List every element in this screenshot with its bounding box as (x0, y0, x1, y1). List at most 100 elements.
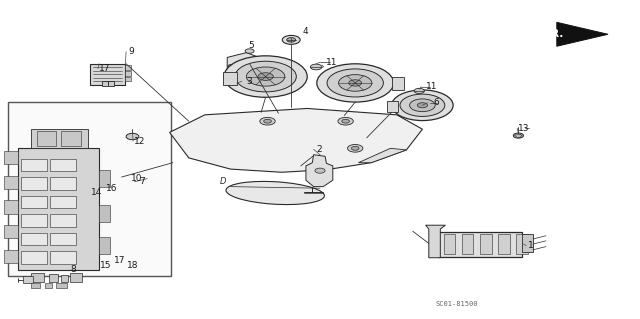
Bar (4, 175, 18, 189)
Bar (462, 234, 474, 254)
Circle shape (513, 133, 524, 138)
Bar (21, 251, 47, 264)
Text: 7: 7 (140, 177, 145, 186)
Circle shape (310, 64, 322, 70)
Circle shape (410, 99, 435, 112)
Bar (70, 273, 82, 282)
Bar (438, 232, 522, 257)
Circle shape (258, 73, 273, 80)
Bar (31, 273, 44, 282)
Circle shape (315, 168, 325, 173)
Bar (50, 159, 76, 171)
Bar (21, 233, 47, 245)
Bar (99, 170, 110, 187)
Bar (4, 151, 18, 164)
Circle shape (246, 67, 285, 86)
Circle shape (348, 145, 363, 152)
Bar (21, 214, 47, 227)
Bar (31, 129, 88, 148)
Circle shape (126, 133, 139, 140)
Text: 3: 3 (246, 77, 252, 86)
Text: 6: 6 (433, 98, 439, 107)
Bar (18, 148, 99, 270)
Bar (522, 234, 533, 252)
Circle shape (392, 90, 453, 121)
Bar (56, 283, 67, 288)
Bar (23, 276, 33, 283)
Polygon shape (306, 155, 333, 187)
Polygon shape (426, 225, 445, 258)
Circle shape (282, 35, 300, 44)
Bar (21, 177, 47, 190)
Text: 15: 15 (100, 261, 111, 270)
Circle shape (327, 69, 383, 97)
Circle shape (235, 61, 245, 66)
Text: 13: 13 (518, 124, 530, 133)
Bar (4, 250, 18, 263)
Circle shape (342, 119, 349, 123)
Text: 16: 16 (106, 184, 117, 193)
Circle shape (235, 73, 245, 78)
Text: 1: 1 (528, 241, 534, 250)
Text: 9: 9 (128, 47, 134, 56)
Bar (392, 77, 404, 90)
Text: 11: 11 (326, 58, 338, 67)
Circle shape (235, 61, 296, 92)
Bar (50, 214, 76, 227)
Bar (4, 225, 18, 239)
Bar (61, 275, 68, 282)
Circle shape (260, 117, 275, 125)
Circle shape (317, 64, 394, 102)
Text: 17: 17 (114, 256, 125, 265)
Text: 10: 10 (131, 174, 143, 182)
Bar (125, 65, 131, 70)
Text: 2: 2 (317, 145, 323, 154)
Ellipse shape (226, 182, 324, 204)
Circle shape (245, 49, 254, 53)
Polygon shape (358, 148, 406, 163)
Text: 12: 12 (134, 137, 146, 146)
Text: 8: 8 (70, 265, 76, 274)
Circle shape (264, 119, 271, 123)
Bar (499, 234, 510, 254)
Bar (61, 131, 81, 146)
Bar (50, 251, 76, 264)
Text: 18: 18 (127, 261, 138, 270)
Text: FR.: FR. (544, 29, 563, 39)
Text: 11: 11 (426, 82, 437, 91)
Bar (90, 64, 125, 85)
Text: 17: 17 (99, 64, 111, 73)
Text: 4: 4 (302, 27, 308, 36)
Polygon shape (227, 53, 259, 86)
Bar (223, 72, 237, 85)
Text: SC01-81500: SC01-81500 (435, 301, 477, 307)
Bar (45, 283, 52, 288)
Circle shape (351, 146, 359, 150)
Circle shape (400, 94, 445, 116)
Bar (21, 196, 47, 208)
Bar (50, 233, 76, 245)
Bar (444, 234, 455, 254)
Polygon shape (170, 108, 422, 172)
Bar (4, 200, 18, 214)
Bar (49, 274, 58, 282)
Bar (31, 283, 40, 288)
Circle shape (349, 80, 362, 86)
Circle shape (339, 75, 372, 91)
Bar (99, 237, 110, 254)
Bar (99, 205, 110, 222)
Bar (37, 131, 56, 146)
Text: 14: 14 (91, 189, 102, 197)
Circle shape (414, 88, 424, 93)
Bar (50, 196, 76, 208)
Bar (125, 71, 131, 76)
Bar (516, 234, 528, 254)
Text: D: D (220, 177, 226, 186)
Bar (102, 81, 114, 86)
Polygon shape (557, 22, 608, 46)
Bar (8, 102, 171, 276)
Bar (125, 77, 131, 81)
Bar (480, 234, 492, 254)
Circle shape (338, 117, 353, 125)
Circle shape (228, 64, 236, 68)
